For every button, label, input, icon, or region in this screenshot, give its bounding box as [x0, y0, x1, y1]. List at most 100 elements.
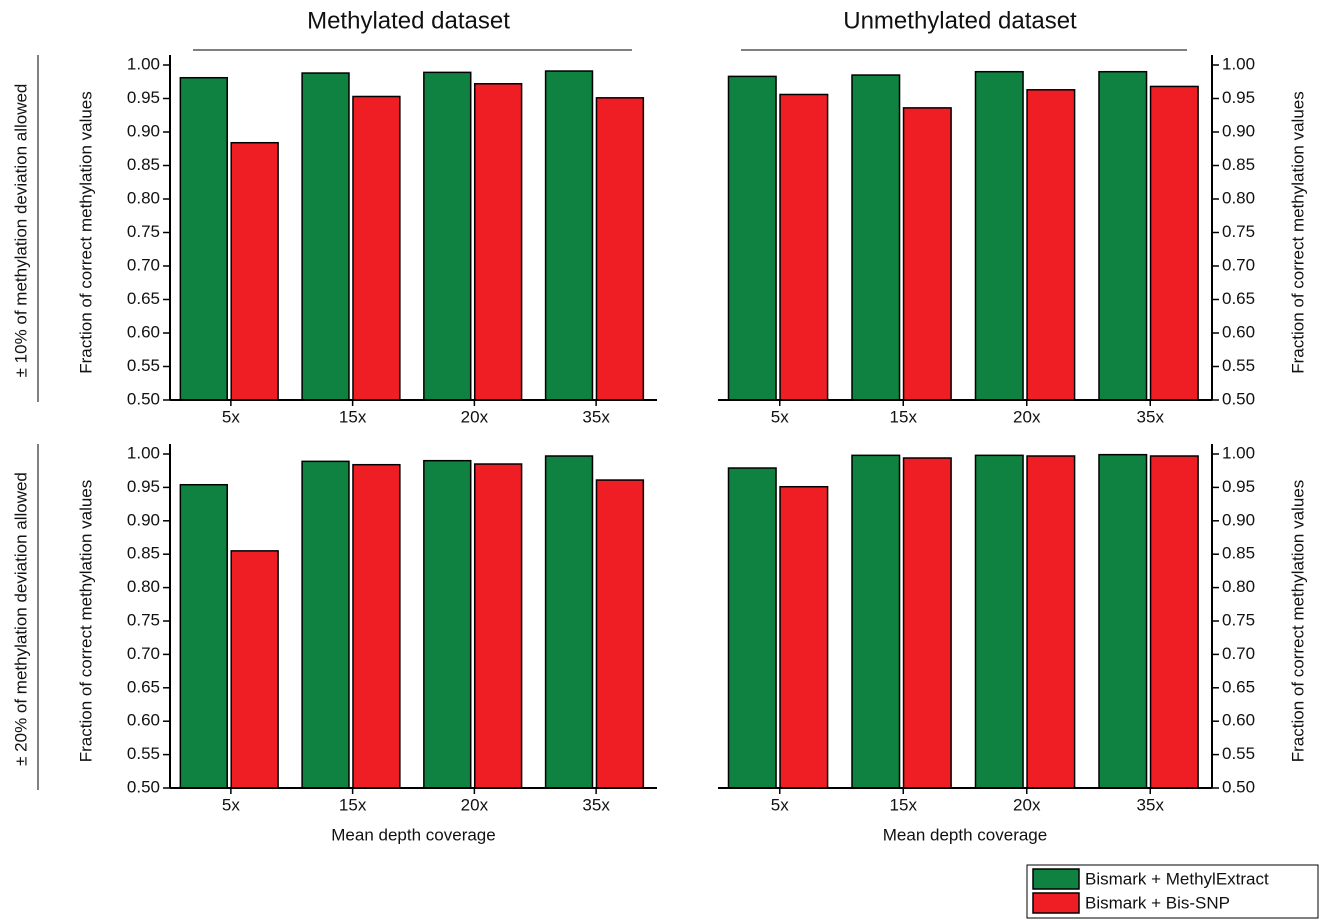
- y-axis-label: Fraction of correct methylation values: [1288, 480, 1307, 763]
- legend-swatch: [1032, 892, 1080, 914]
- bar: [1098, 70, 1148, 401]
- y-tick-label: 0.70: [1222, 255, 1255, 274]
- bar: [423, 71, 472, 401]
- y-tick-label: 0.95: [127, 477, 160, 496]
- bar: [230, 141, 279, 401]
- legend-label: Bismark + MethylExtract: [1085, 869, 1269, 888]
- bar: [1098, 453, 1148, 789]
- y-tick-label: 0.95: [1222, 88, 1255, 107]
- x-tick-label: 5x: [222, 795, 240, 814]
- y-tick-label: 0.70: [127, 644, 160, 663]
- x-tick-label: 20x: [461, 795, 489, 814]
- y-tick-label: 0.50: [127, 777, 160, 796]
- x-tick-label: 15x: [890, 407, 918, 426]
- bar: [301, 72, 350, 401]
- bar: [727, 75, 777, 401]
- y-axis-label: Fraction of correct methylation values: [1288, 91, 1307, 374]
- bar: [544, 455, 594, 789]
- bar: [473, 463, 523, 789]
- y-tick-label: 0.95: [1222, 477, 1255, 496]
- bar: [423, 459, 472, 789]
- bar: [1026, 89, 1076, 401]
- y-tick-label: 0.50: [1222, 777, 1255, 796]
- y-tick-label: 0.65: [127, 289, 160, 308]
- y-tick-label: 0.75: [1222, 222, 1255, 241]
- x-tick-label: 35x: [582, 407, 610, 426]
- y-tick-label: 0.50: [1222, 389, 1255, 408]
- bar: [779, 93, 829, 401]
- bar: [1149, 85, 1199, 401]
- row-label: ± 20% of methylation deviation allowed: [11, 472, 30, 766]
- bar: [974, 454, 1024, 789]
- y-tick-label: 0.80: [127, 188, 160, 207]
- bar: [851, 74, 901, 401]
- y-tick-label: 0.75: [1222, 610, 1255, 629]
- y-tick-label: 0.90: [127, 121, 160, 140]
- y-tick-label: 1.00: [127, 54, 160, 73]
- panel-title: Methylated dataset: [307, 7, 510, 34]
- y-tick-label: 0.60: [1222, 322, 1255, 341]
- y-tick-label: 0.55: [1222, 356, 1255, 375]
- bar: [1026, 455, 1076, 789]
- y-tick-label: 1.00: [127, 443, 160, 462]
- y-tick-label: 0.80: [127, 577, 160, 596]
- y-tick-label: 1.00: [1222, 443, 1255, 462]
- y-axis-label: Fraction of correct methylation values: [76, 480, 95, 763]
- y-tick-label: 0.70: [127, 255, 160, 274]
- bar: [779, 485, 829, 789]
- y-tick-label: 0.80: [1222, 577, 1255, 596]
- panel-title: Unmethylated dataset: [843, 7, 1077, 34]
- legend-label: Bismark + Bis-SNP: [1085, 893, 1230, 912]
- y-axis-label: Fraction of correct methylation values: [76, 91, 95, 374]
- y-tick-label: 0.60: [1222, 711, 1255, 730]
- bar: [544, 70, 594, 401]
- x-tick-label: 15x: [339, 407, 367, 426]
- bar: [473, 83, 523, 401]
- bar: [352, 95, 401, 401]
- bar: [595, 97, 645, 401]
- x-tick-label: 35x: [582, 795, 610, 814]
- y-tick-label: 0.80: [1222, 188, 1255, 207]
- y-tick-label: 0.60: [127, 322, 160, 341]
- row-label: ± 10% of methylation deviation allowed: [11, 84, 30, 378]
- x-axis-label: Mean depth coverage: [883, 825, 1047, 844]
- y-tick-label: 0.65: [1222, 289, 1255, 308]
- x-tick-label: 5x: [771, 795, 789, 814]
- y-tick-label: 0.90: [1222, 121, 1255, 140]
- x-tick-label: 35x: [1137, 795, 1165, 814]
- bar: [1149, 455, 1199, 789]
- bar: [851, 454, 901, 789]
- x-axis-label: Mean depth coverage: [331, 825, 495, 844]
- y-tick-label: 0.85: [127, 155, 160, 174]
- y-tick-label: 0.85: [1222, 155, 1255, 174]
- y-tick-label: 0.55: [1222, 744, 1255, 763]
- y-tick-label: 0.90: [127, 510, 160, 529]
- y-tick-label: 0.55: [127, 356, 160, 375]
- bar: [727, 467, 777, 789]
- x-tick-label: 15x: [339, 795, 367, 814]
- x-tick-label: 20x: [461, 407, 489, 426]
- y-tick-label: 0.85: [127, 544, 160, 563]
- y-tick-label: 0.65: [1222, 677, 1255, 696]
- bar: [902, 107, 952, 401]
- y-tick-label: 0.75: [127, 222, 160, 241]
- y-tick-label: 0.95: [127, 88, 160, 107]
- y-tick-label: 0.70: [1222, 644, 1255, 663]
- x-tick-label: 5x: [771, 407, 789, 426]
- x-tick-label: 5x: [222, 407, 240, 426]
- y-tick-label: 0.75: [127, 610, 160, 629]
- bar: [230, 550, 279, 789]
- bar: [974, 70, 1024, 401]
- y-tick-label: 0.60: [127, 711, 160, 730]
- y-tick-label: 0.55: [127, 744, 160, 763]
- x-tick-label: 20x: [1013, 407, 1041, 426]
- bar: [352, 463, 401, 789]
- y-tick-label: 0.90: [1222, 510, 1255, 529]
- bar: [902, 457, 952, 789]
- x-tick-label: 15x: [890, 795, 918, 814]
- y-tick-label: 0.65: [127, 677, 160, 696]
- y-tick-label: 0.85: [1222, 544, 1255, 563]
- bar: [301, 460, 350, 789]
